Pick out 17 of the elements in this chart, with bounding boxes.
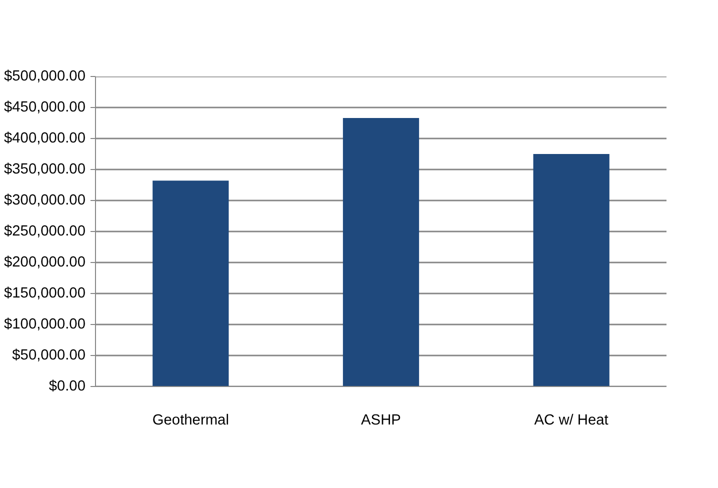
bar <box>152 180 229 386</box>
y-tick-label: $350,000.00 <box>4 162 86 178</box>
y-tick-label: $400,000.00 <box>4 130 86 146</box>
y-tick-label: $0.00 <box>48 378 86 394</box>
y-tick-label: $100,000.00 <box>4 316 86 332</box>
y-tick-label: $200,000.00 <box>4 254 86 270</box>
x-tick-label: ASHP <box>361 412 401 428</box>
y-tick-label: $300,000.00 <box>4 192 86 208</box>
bar <box>342 118 420 386</box>
y-tick-label: $150,000.00 <box>4 286 86 302</box>
x-tick-label: AC w/ Heat <box>534 412 608 428</box>
y-tick-label: $450,000.00 <box>4 100 86 116</box>
y-tick-label: $500,000.00 <box>4 68 86 84</box>
y-tick-label: $250,000.00 <box>4 224 86 240</box>
x-tick-label: Geothermal <box>152 412 229 428</box>
y-tick-label: $50,000.00 <box>12 348 86 364</box>
bar <box>533 154 610 386</box>
